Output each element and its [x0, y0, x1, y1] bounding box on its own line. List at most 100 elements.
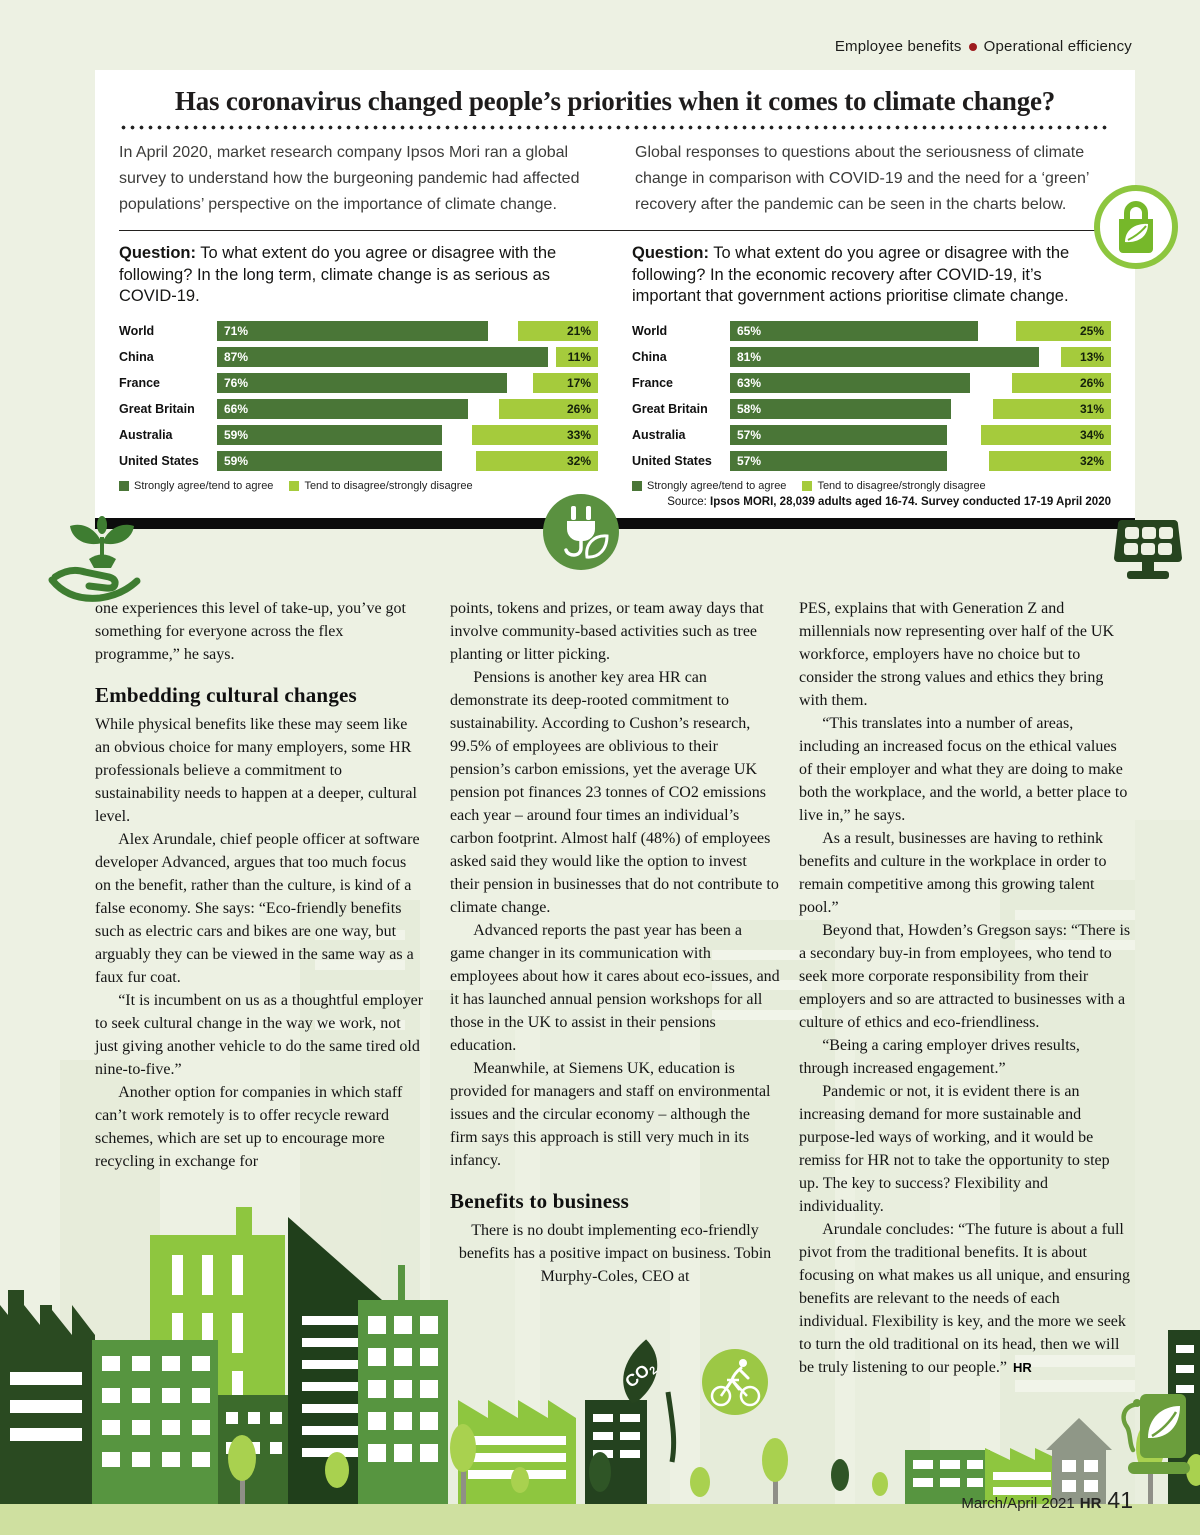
legend-swatch — [802, 480, 813, 491]
infographic-panel: Has coronavirus changed people’s priorit… — [95, 70, 1135, 529]
legend-label: Strongly agree/tend to agree — [134, 479, 274, 492]
country-label: Australia — [632, 427, 686, 442]
footer-brand: HR — [1079, 1495, 1102, 1512]
legend-item: Tend to disagree/strongly disagree — [289, 480, 473, 492]
bar-track: 71% 21% — [217, 320, 598, 341]
chart-legend: Strongly agree/tend to agree Tend to disa… — [632, 480, 1111, 492]
bar-value-label: 26% — [566, 401, 591, 416]
green-city-skyline-illustration: CO2 — [0, 820, 1200, 1535]
chart-left: Question: To what extent do you agree or… — [119, 243, 598, 492]
agree-bar: 87% — [217, 346, 549, 367]
bar-value-label: 65% — [737, 323, 762, 338]
ev-charging-station-icon — [1121, 1394, 1190, 1474]
footer-page-number: 41 — [1107, 1487, 1133, 1513]
agree-bar: 66% — [217, 398, 469, 419]
chart-row: Great Britain 66% 26% — [119, 398, 598, 419]
chart-row: Great Britain 58% 31% — [632, 398, 1111, 419]
section-heading: Benefits to business — [450, 1189, 630, 1213]
chart-row: China 87% 11% — [119, 346, 598, 367]
page-footer: March/April 2021 HR 41 — [961, 1487, 1133, 1514]
bar-track: 66% 26% — [217, 398, 598, 419]
legend-item: Strongly agree/tend to agree — [632, 480, 786, 492]
article-paragraph: Advanced reports the past year has been … — [450, 922, 780, 1054]
eyebrow-right: Operational efficiency — [983, 38, 1132, 55]
building-green-tower — [358, 1265, 448, 1505]
article-paragraph: “This translates into a number of areas,… — [799, 715, 1128, 824]
solar-panel-icon — [1114, 520, 1182, 579]
country-label: Great Britain — [632, 401, 708, 416]
article-paragraph: PES, explains that with Generation Z and… — [799, 600, 1115, 709]
agree-bar: 71% — [217, 320, 488, 341]
agree-bar: 57% — [730, 424, 948, 445]
article-end-mark: HR — [1012, 1360, 1032, 1375]
bar-track: 81% 13% — [730, 346, 1111, 367]
bar-track: 59% 32% — [217, 450, 598, 471]
agree-bar: 63% — [730, 372, 971, 393]
chart-row: United States 57% 32% — [632, 450, 1111, 471]
question-text: To what extent do you agree or disagree … — [119, 243, 557, 306]
agree-bar: 58% — [730, 398, 951, 419]
bar-value-label: 81% — [737, 349, 762, 364]
legend-label: Strongly agree/tend to agree — [647, 479, 787, 492]
article-paragraph: points, tokens and prizes, or team away … — [450, 600, 764, 663]
disagree-bar: 17% — [533, 372, 598, 393]
article-paragraph: Beyond that, Howden’s Gregson says: “The… — [799, 922, 1131, 1031]
country-label: World — [632, 323, 668, 338]
hand-holding-seedling-icon — [48, 516, 141, 602]
country-label: United States — [119, 453, 199, 468]
bar-value-label: 33% — [566, 427, 591, 442]
power-plug-leaf-icon — [543, 494, 619, 570]
country-label: China — [632, 349, 667, 364]
chart-row: France 76% 17% — [119, 372, 598, 393]
agree-bar: 81% — [730, 346, 1039, 367]
chart-row: France 63% 26% — [632, 372, 1111, 393]
bar-value-label: 32% — [566, 453, 591, 468]
article-column-1: one experiences this level of take-up, y… — [95, 597, 423, 1173]
bar-track: 63% 26% — [730, 372, 1111, 393]
disagree-bar: 33% — [472, 424, 598, 445]
country-label: United States — [632, 453, 712, 468]
bar-value-label: 32% — [1079, 453, 1104, 468]
section-eyebrow: Employee benefits Operational efficiency — [835, 38, 1132, 55]
bar-rows: World 65% 25% China 81% 13% France 63% 26% Great … — [632, 320, 1111, 471]
rule-divider — [119, 229, 1111, 231]
chart-right: Question: To what extent do you agree or… — [632, 243, 1111, 492]
disagree-bar: 32% — [476, 450, 598, 471]
article-paragraph: Arundale concludes: “The future is about… — [799, 1221, 1131, 1376]
country-label: Great Britain — [119, 401, 195, 416]
bar-value-label: 58% — [737, 401, 762, 416]
bar-value-label: 11% — [567, 349, 591, 364]
building-factory-dark — [0, 1290, 95, 1505]
ground-strip — [0, 1504, 1200, 1535]
co2-leaf-icon: CO2 — [622, 1339, 677, 1463]
section-heading: Embedding cultural changes — [95, 683, 357, 707]
chart-source: Source: Ipsos MORI, 28,039 adults aged 1… — [119, 496, 1111, 508]
legend-swatch — [632, 480, 642, 491]
legend-item: Tend to disagree/strongly disagree — [802, 480, 986, 492]
article-paragraph: As a result, businesses are having to re… — [799, 830, 1107, 916]
country-label: Australia — [119, 427, 173, 442]
article-paragraph: Meanwhile, at Siemens UK, education is p… — [450, 1060, 771, 1169]
legend-item: Strongly agree/tend to agree — [119, 480, 273, 492]
disagree-bar: 34% — [981, 424, 1111, 445]
legend-swatch — [119, 480, 129, 491]
bar-value-label: 57% — [737, 453, 762, 468]
bar-value-label: 31% — [1079, 401, 1104, 416]
disagree-bar: 26% — [1011, 372, 1111, 393]
disagree-bar: 11% — [556, 346, 598, 367]
bar-value-label: 17% — [566, 375, 591, 390]
bar-value-label: 71% — [224, 323, 249, 338]
disagree-bar: 21% — [518, 320, 598, 341]
question-label: Question: — [632, 243, 709, 262]
agree-bar: 59% — [217, 450, 442, 471]
chart-legend: Strongly agree/tend to agree Tend to disa… — [119, 480, 598, 492]
article-paragraph: Alex Arundale, chief people officer at s… — [95, 831, 420, 987]
eyebrow-left: Employee benefits — [834, 38, 962, 55]
article-paragraph: Pandemic or not, it is evident there is … — [799, 1083, 1110, 1215]
article-paragraph: “It is incumbent on us as a thoughtful e… — [95, 992, 424, 1079]
disagree-bar: 26% — [498, 398, 598, 419]
footer-issue: March/April 2021 — [961, 1495, 1075, 1512]
agree-bar: 57% — [730, 450, 948, 471]
bar-track: 65% 25% — [730, 320, 1111, 341]
article-column-2: points, tokens and prizes, or team away … — [450, 597, 780, 1288]
